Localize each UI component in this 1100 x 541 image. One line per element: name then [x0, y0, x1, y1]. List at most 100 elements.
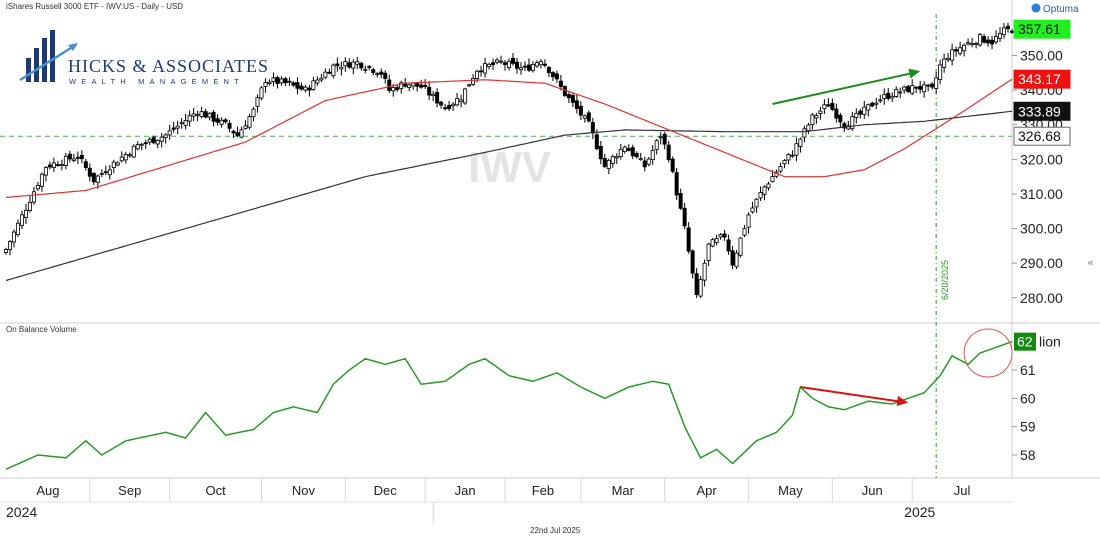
candle-body: [31, 191, 36, 203]
optuma-brand: Optuma: [1031, 3, 1079, 15]
candle-body: [59, 164, 64, 167]
candle-body: [922, 84, 927, 93]
price-tick-label: 350.00: [1020, 48, 1063, 64]
candle-body: [842, 123, 847, 129]
price-tick-label: 320.00: [1020, 151, 1063, 167]
collapse-chevron-icon[interactable]: «: [1087, 256, 1094, 269]
candle-body: [986, 39, 991, 44]
candle-body: [974, 43, 979, 46]
candle-body: [858, 110, 863, 115]
candle-body: [147, 139, 152, 143]
candle-body: [658, 136, 663, 139]
candle-body: [686, 227, 691, 252]
candle-body: [327, 71, 332, 74]
last-value-tag: [1013, 101, 1071, 121]
candle-body: [479, 70, 484, 73]
candle-body: [71, 158, 76, 161]
candle-body: [319, 77, 324, 81]
candle-body: [79, 154, 84, 160]
candle-body: [7, 241, 12, 250]
candle-body: [870, 102, 875, 107]
candle-body: [307, 87, 312, 91]
candle-body: [87, 167, 92, 177]
x-axis: Aug Sep Oct Nov Dec Jan Feb Mar Apr May Jun Jul 2024…: [6, 478, 971, 524]
candle-body: [878, 99, 883, 102]
candle-body: [830, 102, 835, 110]
candle-body: [762, 186, 767, 195]
trend-arrowhead-up-icon: [908, 68, 921, 79]
candle-body: [411, 82, 416, 87]
candle-body: [682, 207, 687, 227]
candle-body: [223, 119, 228, 123]
candle-body: [646, 158, 651, 165]
candle-body: [518, 67, 523, 70]
month-label: Aug: [36, 483, 59, 498]
event-vline-label: 6/20/2025: [940, 260, 950, 300]
year-label: 2024: [6, 504, 37, 520]
candle-body: [43, 166, 48, 176]
year-label: 2025: [904, 504, 935, 520]
candle-body: [459, 99, 464, 103]
candle-body: [690, 250, 695, 274]
candle-body: [666, 144, 671, 160]
candle-body: [622, 146, 627, 152]
candle-body: [111, 161, 116, 168]
candle-body: [538, 61, 543, 66]
candle-body: [934, 77, 939, 89]
candle-body: [227, 122, 232, 129]
logo-line1: HICKS & ASSOCIATES: [68, 56, 269, 76]
month-label: Dec: [374, 483, 398, 498]
candle-body: [311, 80, 316, 90]
candle-body: [379, 71, 384, 75]
candle-body: [818, 110, 823, 114]
candle-body: [794, 143, 799, 156]
candle-body: [838, 114, 843, 123]
candle-body: [702, 262, 707, 281]
candle-body: [726, 239, 731, 252]
candle-body: [451, 103, 456, 107]
candle-body: [267, 81, 272, 84]
candle-body: [115, 162, 120, 166]
candle-body: [135, 144, 140, 150]
candle-body: [271, 77, 276, 82]
candle-body: [183, 120, 188, 126]
candle-body: [546, 67, 551, 74]
candle-body: [155, 140, 160, 145]
last-value-label: 343.17: [1018, 71, 1061, 87]
candle-body: [27, 201, 32, 212]
candle-body: [790, 154, 795, 157]
candle-body: [323, 71, 328, 78]
candle-body: [626, 148, 631, 151]
candle-body: [463, 88, 468, 104]
month-label: Jun: [862, 483, 883, 498]
month-label: Oct: [205, 483, 226, 498]
candle-body: [778, 166, 783, 172]
candle-body: [938, 64, 943, 80]
candle-body: [642, 160, 647, 168]
price-tick-label: 300.00: [1020, 221, 1063, 237]
month-label: Mar: [612, 483, 635, 498]
candle-body: [67, 153, 72, 160]
candle-body: [850, 116, 855, 130]
candle-body: [610, 156, 615, 164]
candle-body: [187, 115, 192, 122]
candle-body: [347, 62, 352, 68]
candle-body: [942, 58, 947, 68]
candle-body: [391, 87, 396, 92]
candle-body: [930, 83, 935, 88]
candle-body: [171, 127, 176, 130]
last-value-label: 326.68: [1018, 128, 1061, 144]
month-label: Feb: [532, 483, 554, 498]
candle-body: [826, 104, 831, 107]
candle-body: [123, 154, 128, 161]
candle-body: [199, 111, 204, 117]
obv-tick-label: 60: [1020, 390, 1036, 406]
logo-bar: [34, 48, 39, 82]
candle-body: [363, 68, 368, 71]
candle-body: [447, 104, 452, 110]
candle-body: [159, 136, 164, 142]
candle-body: [902, 86, 907, 91]
obv-last-value-label: 62: [1017, 334, 1033, 350]
candle-body: [259, 87, 264, 99]
